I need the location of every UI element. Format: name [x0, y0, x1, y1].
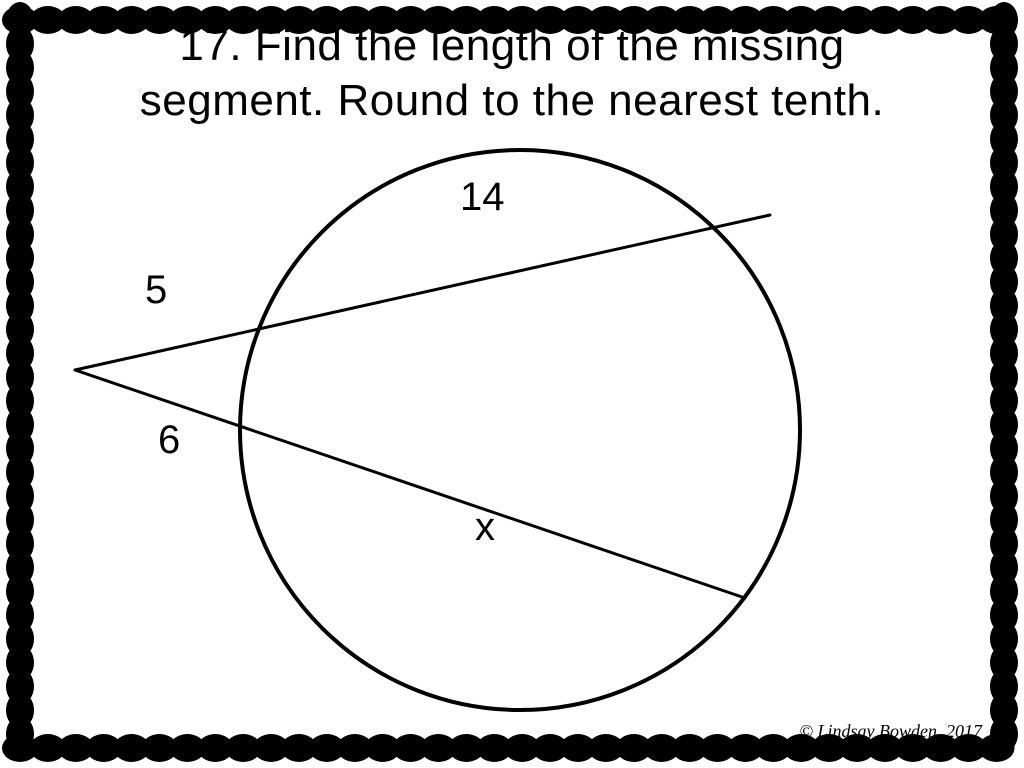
worksheet-card: 17. Find the length of the missing segme…: [0, 0, 1024, 768]
label-external-6: 6: [158, 418, 180, 463]
label-chord-14: 14: [460, 175, 505, 220]
label-chord-x: x: [475, 505, 495, 550]
geometry-diagram: [40, 140, 984, 740]
question-line-2: segment. Round to the nearest tenth.: [48, 73, 976, 128]
label-external-5: 5: [145, 268, 167, 313]
question-line-1: 17. Find the length of the missing: [48, 18, 976, 73]
copyright-text: © Lindsay Bowden, 2017: [799, 721, 982, 742]
question-block: 17. Find the length of the missing segme…: [48, 18, 976, 128]
